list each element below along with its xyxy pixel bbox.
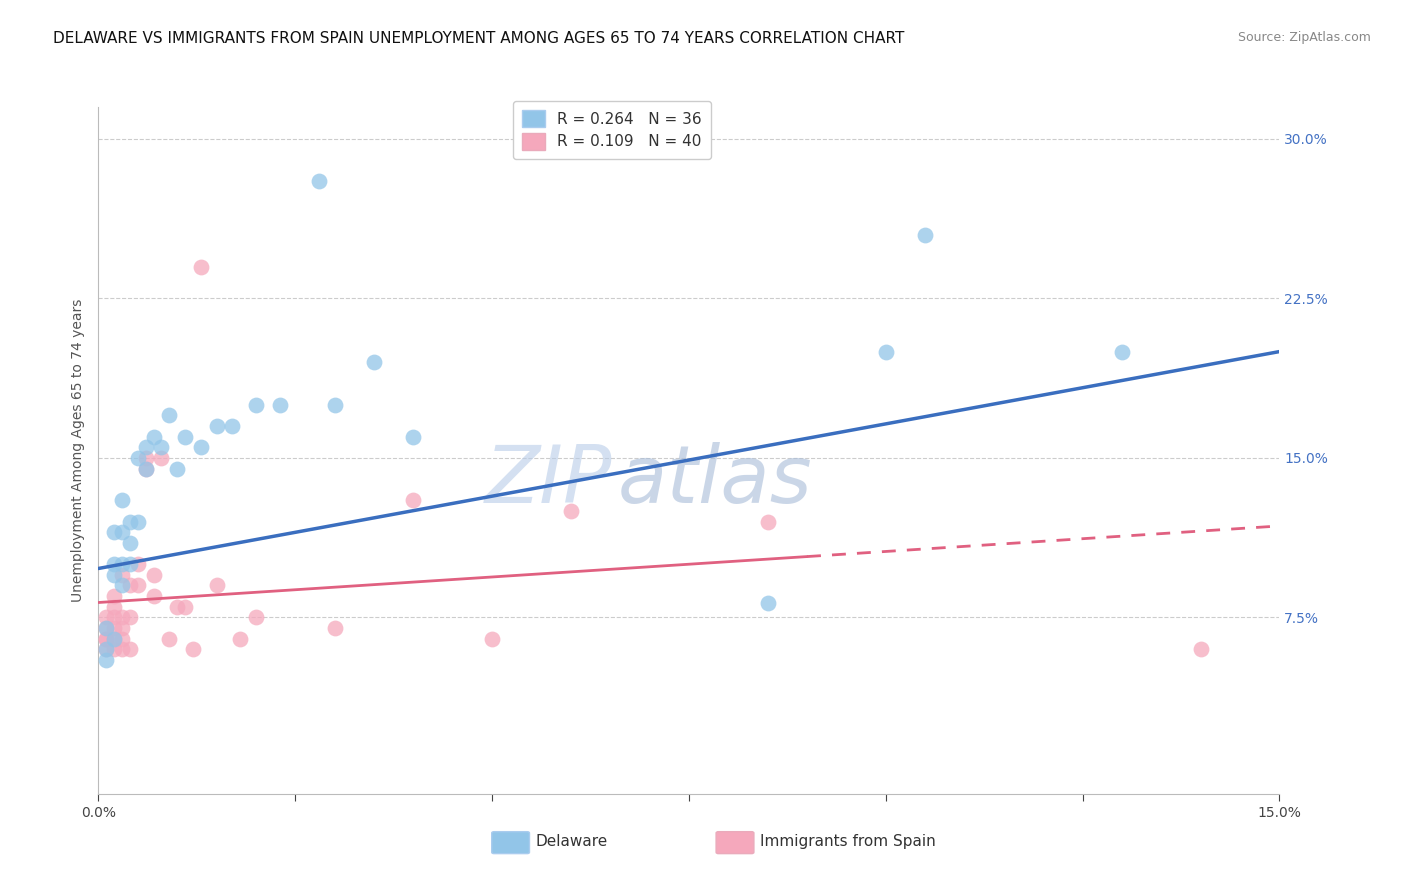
- Point: [111, 642, 134, 657]
- Point: [190, 260, 212, 274]
- Point: [103, 589, 125, 603]
- Point: [402, 493, 425, 508]
- Point: [323, 621, 346, 635]
- Point: [1189, 642, 1212, 657]
- Point: [96, 642, 118, 657]
- Point: [103, 599, 125, 614]
- Point: [103, 610, 125, 624]
- Point: [96, 621, 118, 635]
- Point: [127, 450, 149, 465]
- Point: [103, 567, 125, 582]
- Point: [142, 567, 165, 582]
- Point: [135, 461, 157, 475]
- Point: [142, 430, 165, 444]
- Point: [96, 621, 118, 635]
- Point: [111, 578, 134, 592]
- Point: [150, 450, 173, 465]
- Point: [111, 525, 134, 540]
- Point: [135, 440, 157, 454]
- Point: [118, 558, 141, 572]
- Point: [103, 632, 125, 646]
- Point: [103, 558, 125, 572]
- Point: [402, 430, 425, 444]
- Point: [103, 621, 125, 635]
- FancyBboxPatch shape: [716, 831, 754, 854]
- Legend: R = 0.264   N = 36, R = 0.109   N = 40: R = 0.264 N = 36, R = 0.109 N = 40: [513, 101, 711, 159]
- Point: [190, 440, 212, 454]
- Point: [221, 419, 243, 434]
- Text: Delaware: Delaware: [536, 834, 607, 849]
- Point: [875, 344, 897, 359]
- Point: [111, 558, 134, 572]
- Point: [245, 610, 267, 624]
- Point: [96, 632, 118, 646]
- Point: [481, 632, 503, 646]
- Point: [127, 515, 149, 529]
- Point: [96, 653, 118, 667]
- Point: [135, 461, 157, 475]
- Point: [174, 430, 197, 444]
- Point: [111, 493, 134, 508]
- Point: [756, 515, 779, 529]
- Text: atlas: atlas: [619, 442, 813, 520]
- Text: DELAWARE VS IMMIGRANTS FROM SPAIN UNEMPLOYMENT AMONG AGES 65 TO 74 YEARS CORRELA: DELAWARE VS IMMIGRANTS FROM SPAIN UNEMPL…: [53, 31, 905, 46]
- Point: [127, 578, 149, 592]
- Point: [229, 632, 252, 646]
- Point: [308, 174, 330, 188]
- Point: [166, 461, 188, 475]
- Point: [166, 599, 188, 614]
- Point: [96, 642, 118, 657]
- Point: [135, 450, 157, 465]
- Point: [111, 632, 134, 646]
- Point: [111, 567, 134, 582]
- Point: [323, 398, 346, 412]
- Point: [560, 504, 582, 518]
- Point: [245, 398, 267, 412]
- Point: [103, 525, 125, 540]
- Point: [150, 440, 173, 454]
- Point: [111, 610, 134, 624]
- Point: [103, 632, 125, 646]
- Point: [118, 578, 141, 592]
- Point: [111, 621, 134, 635]
- Point: [363, 355, 385, 369]
- Point: [1111, 344, 1133, 359]
- Point: [157, 632, 180, 646]
- Point: [103, 642, 125, 657]
- Point: [914, 227, 936, 242]
- Point: [118, 610, 141, 624]
- Text: Source: ZipAtlas.com: Source: ZipAtlas.com: [1237, 31, 1371, 45]
- FancyBboxPatch shape: [492, 831, 530, 854]
- Text: Immigrants from Spain: Immigrants from Spain: [759, 834, 935, 849]
- Point: [205, 578, 228, 592]
- Point: [118, 515, 141, 529]
- Point: [174, 599, 197, 614]
- Point: [96, 632, 118, 646]
- Point: [118, 536, 141, 550]
- Point: [157, 409, 180, 423]
- Point: [756, 595, 779, 609]
- Point: [118, 642, 141, 657]
- Point: [205, 419, 228, 434]
- Point: [181, 642, 204, 657]
- Point: [142, 589, 165, 603]
- Y-axis label: Unemployment Among Ages 65 to 74 years: Unemployment Among Ages 65 to 74 years: [70, 299, 84, 602]
- Point: [269, 398, 291, 412]
- Text: ZIP: ZIP: [485, 442, 612, 520]
- Point: [127, 558, 149, 572]
- Point: [96, 610, 118, 624]
